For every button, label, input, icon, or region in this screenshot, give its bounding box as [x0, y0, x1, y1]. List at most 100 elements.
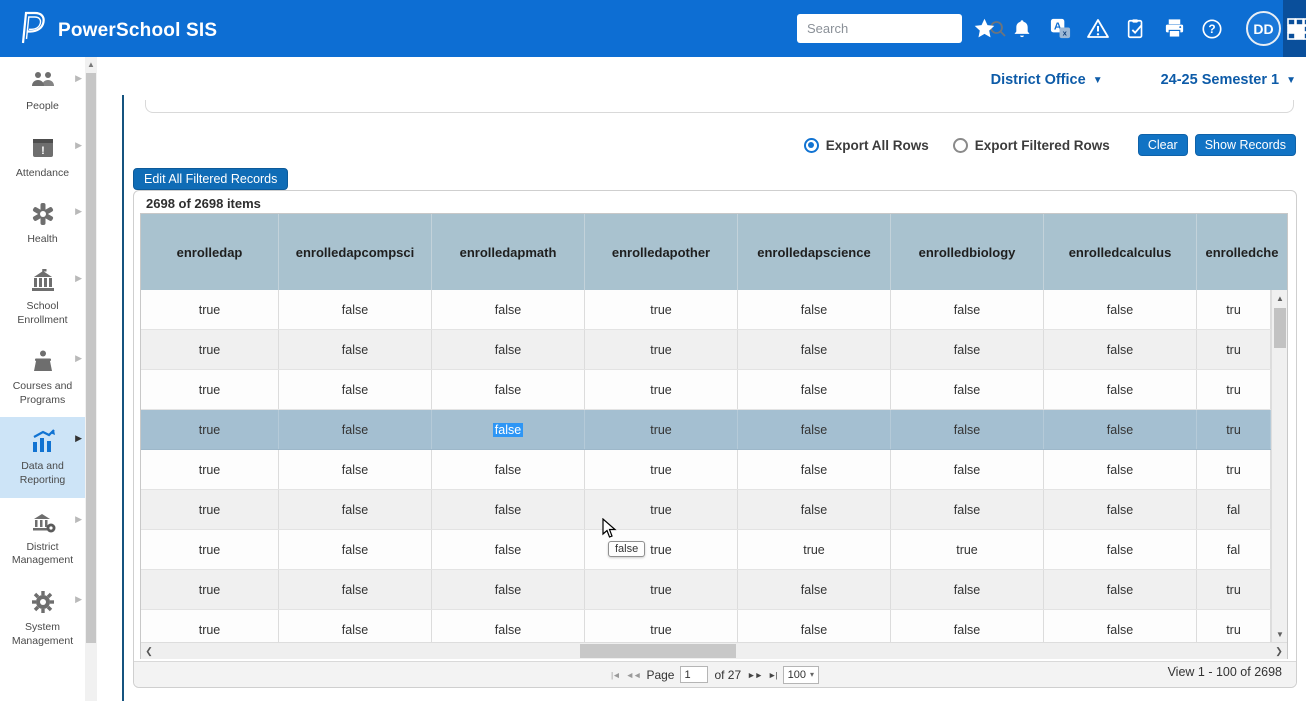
table-cell[interactable]: false	[738, 330, 891, 369]
column-header[interactable]: enrolledche	[1197, 214, 1287, 290]
table-cell[interactable]: true	[141, 570, 279, 609]
page-number-input[interactable]	[680, 666, 708, 683]
table-row[interactable]: truefalsefalsetruefalsefalsefalsetru	[141, 570, 1271, 610]
table-cell[interactable]: false	[1044, 290, 1197, 329]
column-header[interactable]: enrolledap	[141, 214, 279, 290]
table-cell[interactable]: false	[738, 290, 891, 329]
table-cell[interactable]: true	[141, 330, 279, 369]
column-header[interactable]: enrolledbiology	[891, 214, 1044, 290]
table-row[interactable]: truefalsefalsetruetruetruefalsefal	[141, 530, 1271, 570]
help-icon[interactable]: ?	[1200, 17, 1224, 41]
table-cell[interactable]: tru	[1197, 410, 1271, 449]
table-cell[interactable]: false	[1044, 450, 1197, 489]
table-cell[interactable]: false	[891, 410, 1044, 449]
table-row[interactable]: truefalsefalsetruefalsefalsefalsetru	[141, 610, 1271, 642]
table-cell[interactable]: false	[432, 610, 585, 642]
table-cell[interactable]: true	[141, 490, 279, 529]
apps-menu-button[interactable]	[1283, 0, 1306, 57]
clear-button[interactable]: Clear	[1138, 134, 1188, 156]
reports-clipboard-icon[interactable]	[1124, 17, 1148, 41]
column-header[interactable]: enrolledapmath	[432, 214, 585, 290]
table-cell[interactable]: true	[141, 370, 279, 409]
show-records-button[interactable]: Show Records	[1195, 134, 1296, 156]
table-cell[interactable]: tru	[1197, 370, 1271, 409]
table-row[interactable]: truefalsefalsetruefalsefalsefalsetru	[141, 290, 1271, 330]
global-search[interactable]	[797, 14, 962, 43]
sidebar-scrollbar-thumb[interactable]	[86, 73, 96, 643]
sidebar-item-attendance[interactable]: ! Attendance ▶	[0, 124, 85, 191]
table-cell[interactable]: true	[141, 530, 279, 569]
notifications-bell-icon[interactable]	[1010, 17, 1034, 41]
sidebar-item-school-enrollment[interactable]: School Enrollment ▶	[0, 257, 85, 337]
table-cell[interactable]: fal	[1197, 530, 1271, 569]
table-cell[interactable]: true	[585, 330, 738, 369]
table-cell[interactable]: false	[738, 610, 891, 642]
sidebar-item-district-management[interactable]: District Management ▶	[0, 498, 85, 578]
column-header[interactable]: enrolledapother	[585, 214, 738, 290]
table-cell[interactable]: false	[891, 370, 1044, 409]
table-cell[interactable]: false	[1044, 410, 1197, 449]
powerschool-logo-icon[interactable]	[16, 10, 46, 51]
table-cell[interactable]: false	[432, 410, 585, 449]
edit-all-filtered-records-button[interactable]: Edit All Filtered Records	[133, 168, 288, 190]
table-cell[interactable]: false	[432, 290, 585, 329]
print-icon[interactable]	[1162, 17, 1186, 41]
horizontal-scrollbar-track[interactable]	[157, 643, 1271, 659]
table-cell[interactable]: true	[585, 410, 738, 449]
export-all-rows-radio[interactable]: Export All Rows	[804, 138, 929, 153]
export-filtered-rows-radio[interactable]: Export Filtered Rows	[953, 138, 1110, 153]
table-cell[interactable]: false	[279, 290, 432, 329]
table-cell[interactable]: false	[432, 490, 585, 529]
table-cell[interactable]: false	[738, 410, 891, 449]
table-cell[interactable]: false	[279, 410, 432, 449]
table-horizontal-scrollbar[interactable]: ❮ ❯	[141, 642, 1287, 659]
table-cell[interactable]: true	[891, 530, 1044, 569]
table-cell[interactable]: false	[279, 570, 432, 609]
table-cell[interactable]: false	[891, 450, 1044, 489]
table-cell[interactable]: false	[432, 530, 585, 569]
scroll-up-icon[interactable]: ▲	[85, 57, 97, 72]
search-input[interactable]	[797, 21, 989, 36]
table-cell[interactable]: false	[738, 570, 891, 609]
sidebar-scrollbar[interactable]: ▲	[85, 57, 97, 701]
table-cell[interactable]: tru	[1197, 450, 1271, 489]
column-header[interactable]: enrolledapscience	[738, 214, 891, 290]
column-header[interactable]: enrolledcalculus	[1044, 214, 1197, 290]
table-cell[interactable]: false	[738, 370, 891, 409]
sidebar-item-data-reporting[interactable]: Data and Reporting ▶	[0, 417, 85, 497]
table-cell[interactable]: tru	[1197, 330, 1271, 369]
alerts-warning-icon[interactable]	[1086, 17, 1110, 41]
table-cell[interactable]: false	[432, 570, 585, 609]
sidebar-item-people[interactable]: People ▶	[0, 57, 85, 124]
table-cell[interactable]: false	[738, 450, 891, 489]
table-cell[interactable]: tru	[1197, 570, 1271, 609]
school-selector[interactable]: District Office ▼	[991, 72, 1103, 88]
table-row[interactable]: truefalsefalsetruefalsefalsefalsefal	[141, 490, 1271, 530]
table-cell[interactable]: true	[141, 450, 279, 489]
table-cell[interactable]: true	[585, 370, 738, 409]
table-cell[interactable]: true	[141, 610, 279, 642]
table-cell[interactable]: true	[585, 450, 738, 489]
table-cell[interactable]: false	[891, 290, 1044, 329]
translate-icon[interactable]: Ax	[1048, 17, 1072, 41]
table-cell[interactable]: false	[432, 450, 585, 489]
table-cell[interactable]: false	[891, 570, 1044, 609]
table-cell[interactable]: false	[1044, 610, 1197, 642]
scroll-right-icon[interactable]: ❯	[1271, 646, 1287, 657]
table-cell[interactable]: true	[141, 410, 279, 449]
term-selector[interactable]: 24-25 Semester 1 ▼	[1161, 72, 1296, 88]
table-cell[interactable]: false	[279, 530, 432, 569]
table-cell[interactable]: false	[891, 490, 1044, 529]
favorites-star-icon[interactable]	[972, 17, 996, 41]
scroll-down-icon[interactable]: ▼	[1272, 626, 1288, 642]
column-header[interactable]: enrolledapcompsci	[279, 214, 432, 290]
table-cell[interactable]: false	[738, 490, 891, 529]
sidebar-item-health[interactable]: Health ▶	[0, 190, 85, 257]
first-page-icon[interactable]: |◄	[611, 670, 620, 680]
table-row[interactable]: truefalsefalsetruefalsefalsefalsetru	[141, 330, 1271, 370]
sidebar-item-courses-programs[interactable]: Courses and Programs ▶	[0, 337, 85, 417]
table-cell[interactable]: true	[738, 530, 891, 569]
table-cell[interactable]: false	[279, 450, 432, 489]
table-cell[interactable]: true	[585, 570, 738, 609]
table-cell[interactable]: tru	[1197, 290, 1271, 329]
